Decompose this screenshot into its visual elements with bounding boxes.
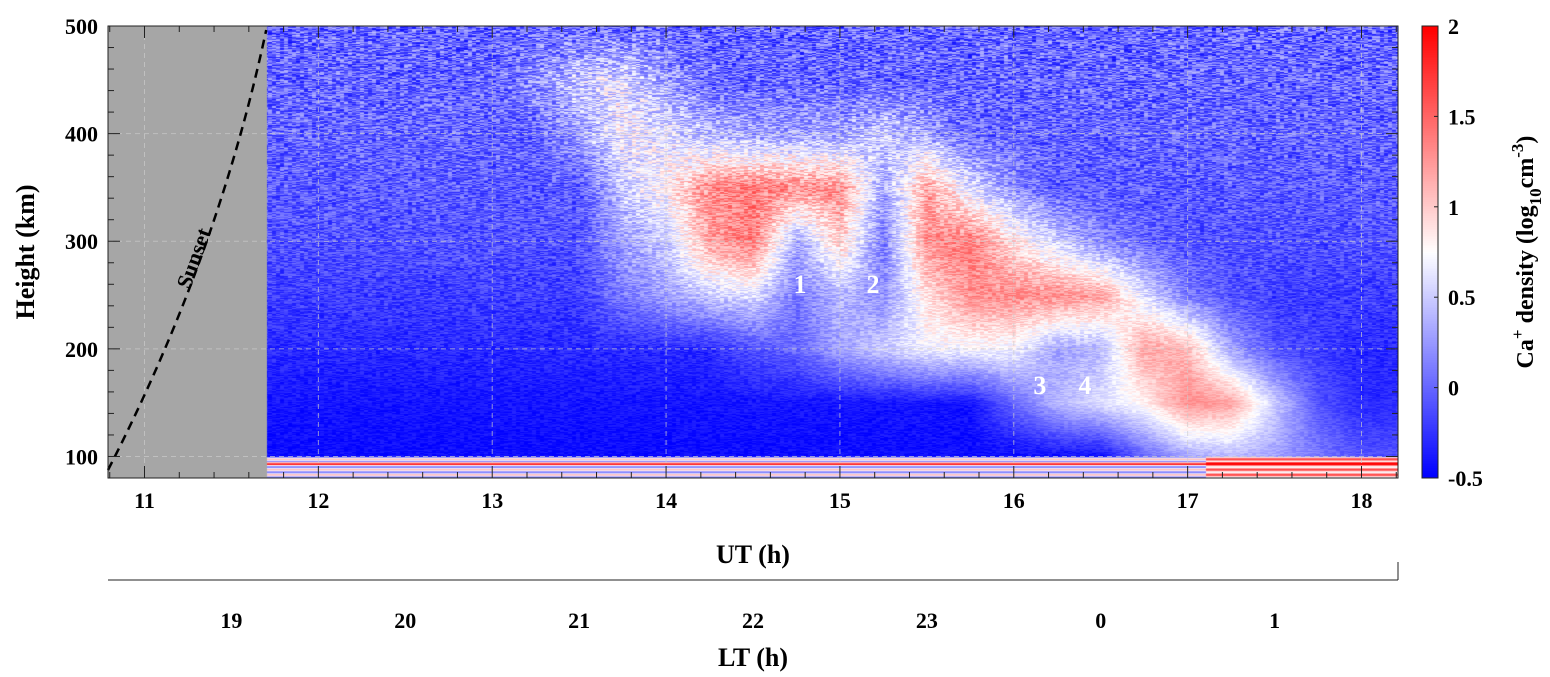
annotation-label: 2 xyxy=(866,270,879,299)
colorbar-tick-label: 1.5 xyxy=(1448,104,1476,129)
colorbar-tick-label: 1 xyxy=(1448,195,1459,220)
y-tick-label: 100 xyxy=(65,444,98,469)
x-tick-label: 12 xyxy=(307,488,329,513)
colorbar-tick-label: 2 xyxy=(1448,14,1459,39)
colorbar-tick-label: 0.5 xyxy=(1448,285,1476,310)
grid-lines xyxy=(108,25,1398,478)
x-tick-label: 14 xyxy=(655,488,677,513)
y-axis-label: Height (km) xyxy=(11,184,40,319)
colorbar-image xyxy=(1422,26,1438,478)
sunset-curve xyxy=(106,29,268,471)
sunset-label: Sunset xyxy=(171,224,216,292)
lt-tick-label: 1 xyxy=(1269,608,1280,633)
x-tick-label: 16 xyxy=(1003,488,1025,513)
x-tick-label: 11 xyxy=(134,488,155,513)
x-tick-label: 15 xyxy=(829,488,851,513)
x-tick-label: 13 xyxy=(481,488,503,513)
lt-axis-label: LT (h) xyxy=(718,643,788,672)
annotation-label: 1 xyxy=(793,270,806,299)
x-tick-label: 18 xyxy=(1350,488,1372,513)
lt-tick-label: 19 xyxy=(220,608,242,633)
plot-frame xyxy=(107,25,1399,479)
colorbar-tick-label: 0 xyxy=(1448,376,1459,401)
colorbar-tick-label: -0.5 xyxy=(1448,466,1483,491)
lt-tick-label: 22 xyxy=(742,608,764,633)
annotation-label: 4 xyxy=(1079,371,1092,400)
colorbar-label: Ca+ density (log10cm-3) xyxy=(1508,136,1545,369)
lt-tick-label: 23 xyxy=(916,608,938,633)
y-tick-label: 400 xyxy=(65,122,98,147)
colorbar-frame xyxy=(1421,25,1439,479)
annotation-label: 3 xyxy=(1033,371,1046,400)
heatmap-image xyxy=(108,26,1398,478)
y-tick-label: 200 xyxy=(65,337,98,362)
y-tick-label: 300 xyxy=(65,229,98,254)
x-tick-label: 17 xyxy=(1177,488,1199,513)
x-axis-label: UT (h) xyxy=(716,540,790,569)
y-tick-label: 500 xyxy=(65,14,98,39)
lt-tick-label: 0 xyxy=(1095,608,1106,633)
annotations: 1 2 3 4 xyxy=(793,270,1091,400)
lt-tick-label: 21 xyxy=(568,608,590,633)
lt-tick-label: 20 xyxy=(394,608,416,633)
